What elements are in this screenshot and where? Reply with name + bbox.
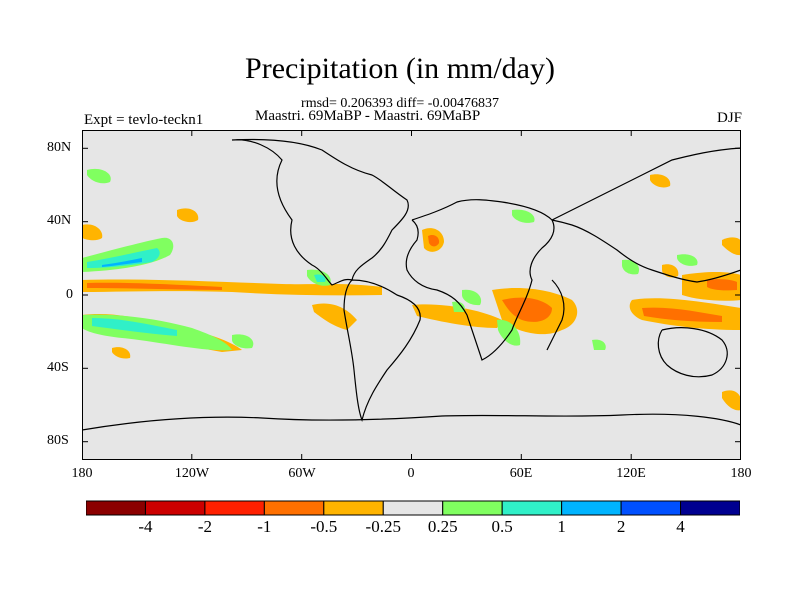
stats-line: rmsd= 0.206393 diff= -0.00476837 bbox=[301, 96, 499, 111]
experiment-label: Expt = tevlo-teckn1 bbox=[84, 112, 204, 128]
anomaly-north-pacific-2 bbox=[177, 208, 199, 223]
coastlines bbox=[82, 138, 741, 431]
coast-antarctica bbox=[82, 413, 741, 431]
coast-south-america bbox=[343, 279, 421, 422]
y-tick-80s: 80S bbox=[47, 433, 69, 448]
colorbar-label: 2 bbox=[616, 517, 626, 536]
map-background bbox=[82, 130, 741, 460]
anomaly-north-atlantic bbox=[87, 168, 111, 184]
anomaly-east-pacific-sw bbox=[677, 254, 698, 266]
anomaly-west-pacific-core bbox=[707, 279, 737, 291]
x-tick-0: 0 bbox=[407, 466, 415, 481]
season-label: DJF bbox=[716, 110, 742, 126]
colorbar-swatch bbox=[561, 500, 622, 516]
comparison-line: Maastri. 69MaBP - Maastri. 69MaBP bbox=[255, 108, 481, 124]
anomaly-east-pacific-ne bbox=[722, 237, 741, 256]
colorbar-swatch bbox=[382, 500, 444, 516]
colorbar-label: -0.25 bbox=[365, 517, 401, 536]
anomaly-band-pacific-eq bbox=[82, 279, 382, 296]
map-frame bbox=[82, 130, 741, 460]
anomaly-europe bbox=[512, 209, 535, 223]
precip-anomaly-fields bbox=[82, 168, 741, 411]
anomaly-west-africa bbox=[452, 301, 465, 312]
colorbar-swatch bbox=[501, 500, 563, 516]
anomaly-south-atlantic bbox=[232, 334, 254, 349]
anomaly-north-pacific-wet-peak bbox=[102, 258, 142, 267]
coast-europe-africa bbox=[405, 199, 555, 361]
colorbar-label: 4 bbox=[676, 517, 685, 536]
coast-australia bbox=[657, 327, 728, 378]
anomaly-africa-core bbox=[502, 297, 552, 322]
colorbar-label: 1 bbox=[557, 517, 566, 536]
anomaly-siberia bbox=[650, 174, 671, 188]
colorbar bbox=[86, 500, 740, 516]
x-tick-60e: 60E bbox=[509, 466, 533, 481]
anomaly-africa-south bbox=[497, 319, 521, 346]
anomaly-central-america-core bbox=[314, 274, 326, 282]
colorbar-swatch bbox=[620, 500, 682, 516]
anomaly-antarctic-rim bbox=[722, 390, 741, 411]
map-title: Precipitation (in mm/day) bbox=[245, 52, 555, 85]
coast-north-america bbox=[231, 138, 409, 286]
coast-indian-ocean bbox=[546, 279, 565, 351]
colorbar-swatch bbox=[263, 500, 325, 516]
anomaly-australia-west bbox=[592, 339, 606, 350]
colorbar-label: -4 bbox=[138, 517, 153, 536]
colorbar-label: 0.25 bbox=[427, 517, 458, 536]
colorbar-swatch bbox=[204, 500, 265, 516]
colorbar-swatch bbox=[442, 500, 503, 516]
y-tick-40n: 40N bbox=[47, 213, 72, 228]
colorbar-label: -0.5 bbox=[310, 517, 338, 536]
anomaly-south-pacific bbox=[112, 347, 131, 359]
x-tick-120w: 120W bbox=[174, 466, 210, 481]
x-tick-60w: 60W bbox=[288, 466, 316, 481]
map-plot bbox=[82, 130, 741, 460]
colorbar-label: -2 bbox=[197, 517, 212, 536]
anomaly-indo-pacific-core bbox=[642, 307, 722, 322]
anomaly-west-pacific-wet bbox=[622, 259, 640, 275]
anomaly-north-pacific-wet-core bbox=[87, 248, 160, 268]
x-tick-180e: 180 bbox=[730, 466, 752, 481]
x-tick-120e: 120E bbox=[616, 466, 646, 481]
colorbar-label: 0.5 bbox=[491, 517, 513, 536]
colorbar-label: -1 bbox=[257, 517, 272, 536]
anomaly-africa-west bbox=[462, 289, 482, 306]
y-tick-0: 0 bbox=[66, 287, 73, 302]
y-tick-80n: 80N bbox=[47, 140, 72, 155]
colorbar-swatch bbox=[680, 500, 740, 516]
anomaly-north-pacific bbox=[82, 224, 103, 241]
colorbar-swatch bbox=[323, 500, 384, 516]
anomaly-core-pacific-eq bbox=[87, 282, 222, 290]
y-tick-40s: 40S bbox=[47, 360, 69, 375]
anomaly-mediterranean-core bbox=[428, 234, 440, 247]
colorbar-swatch bbox=[144, 500, 206, 516]
x-tick-180w: 180 bbox=[71, 466, 93, 481]
coast-asia bbox=[551, 147, 741, 283]
colorbar-swatch bbox=[86, 500, 146, 516]
anomaly-atlantic bbox=[412, 304, 502, 328]
anomaly-south-pacific-wet-core bbox=[92, 318, 177, 336]
